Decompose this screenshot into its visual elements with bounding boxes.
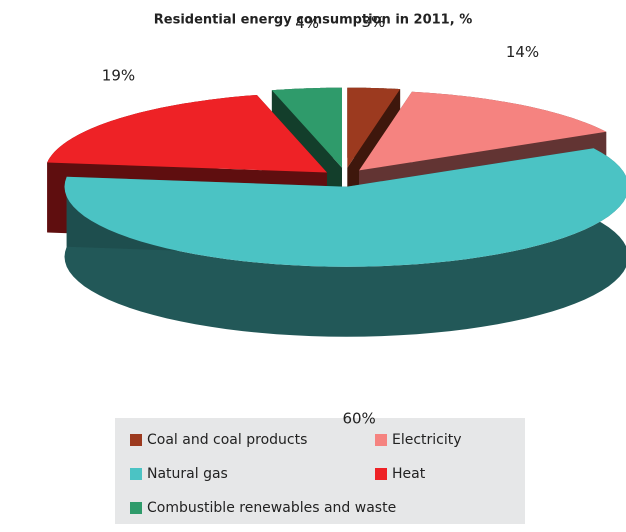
legend-swatch <box>130 502 142 514</box>
slice-top <box>271 87 342 168</box>
legend-label: Natural gas <box>147 466 228 482</box>
legend-swatch <box>130 434 142 446</box>
legend-label: Coal and coal products <box>147 432 307 448</box>
legend-swatch <box>375 434 387 446</box>
slice-top <box>47 95 327 173</box>
legend-swatch <box>130 468 142 480</box>
data-label: 4% <box>295 14 319 32</box>
data-label: 19% <box>102 67 135 85</box>
legend-label: Combustible renewables and waste <box>147 500 396 516</box>
data-label: 3% <box>362 13 386 31</box>
slice-top <box>64 148 626 267</box>
slice-top <box>347 87 401 168</box>
legend-box <box>115 418 525 524</box>
chart-title: Residential energy consumption in 2011, … <box>154 13 472 28</box>
slice <box>64 148 626 337</box>
slice-top <box>359 91 607 171</box>
legend-label: Electricity <box>392 432 462 448</box>
data-label: 14% <box>506 43 539 61</box>
data-label: 60% <box>342 410 375 428</box>
legend-label: Heat <box>392 466 426 482</box>
slice-outer-side <box>64 148 626 337</box>
legend-swatch <box>375 468 387 480</box>
